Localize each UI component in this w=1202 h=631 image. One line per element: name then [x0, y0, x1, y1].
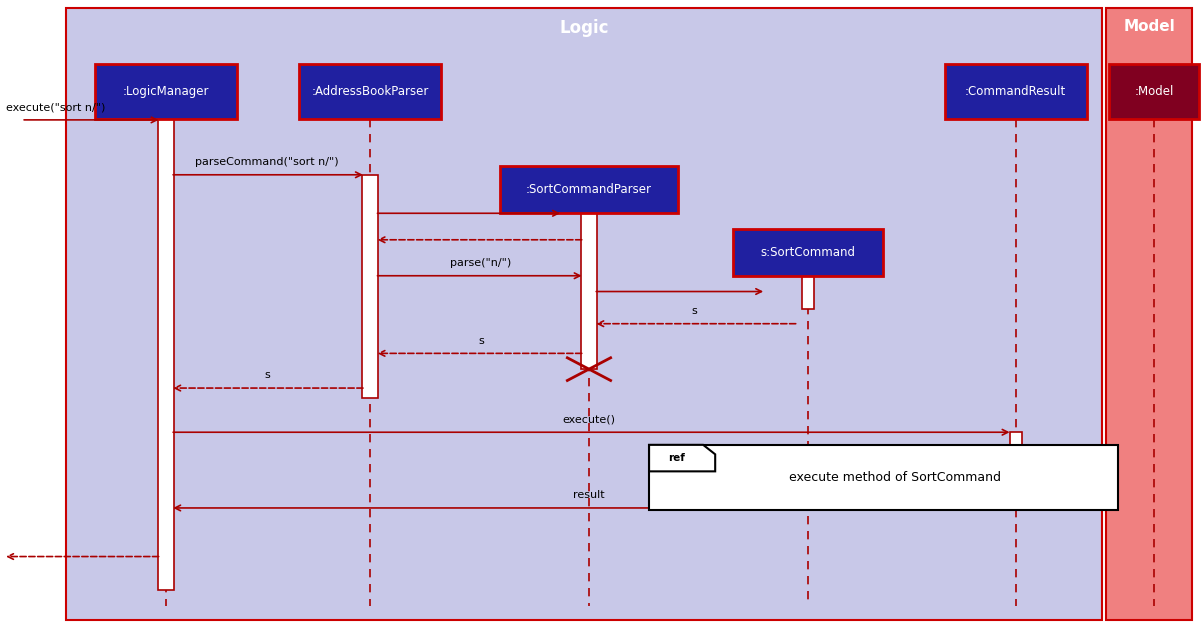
Bar	[66, 8, 1102, 620]
Polygon shape	[649, 445, 715, 471]
Bar	[95, 64, 237, 119]
Text: :Model: :Model	[1135, 85, 1173, 98]
Text: ref: ref	[667, 453, 685, 463]
Bar	[363, 175, 377, 398]
Bar	[299, 64, 441, 119]
Text: s:SortCommand: s:SortCommand	[760, 246, 856, 259]
Bar	[582, 213, 596, 369]
Text: :SortCommandParser: :SortCommandParser	[526, 183, 651, 196]
Bar	[802, 276, 814, 309]
Bar	[500, 166, 678, 213]
Text: execute(): execute()	[563, 415, 615, 425]
Text: parse("n/"): parse("n/")	[451, 258, 511, 268]
Text: :AddressBookParser: :AddressBookParser	[311, 85, 429, 98]
Text: Logic: Logic	[559, 19, 609, 37]
Text: result: result	[573, 490, 605, 500]
Bar	[159, 119, 174, 590]
Bar	[1106, 8, 1192, 620]
Text: s: s	[478, 336, 483, 346]
Bar	[733, 229, 882, 276]
Bar	[1010, 432, 1022, 480]
Text: :CommandResult: :CommandResult	[965, 85, 1066, 98]
Bar	[1109, 64, 1198, 119]
Bar	[649, 445, 1118, 510]
Text: s: s	[264, 370, 269, 380]
Text: execute("sort n/"): execute("sort n/")	[6, 102, 106, 112]
Bar	[945, 64, 1087, 119]
Text: :LogicManager: :LogicManager	[123, 85, 209, 98]
Text: parseCommand("sort n/"): parseCommand("sort n/")	[195, 157, 339, 167]
Text: s: s	[692, 306, 697, 316]
Text: execute method of SortCommand: execute method of SortCommand	[790, 471, 1001, 484]
Text: Model: Model	[1123, 19, 1176, 34]
